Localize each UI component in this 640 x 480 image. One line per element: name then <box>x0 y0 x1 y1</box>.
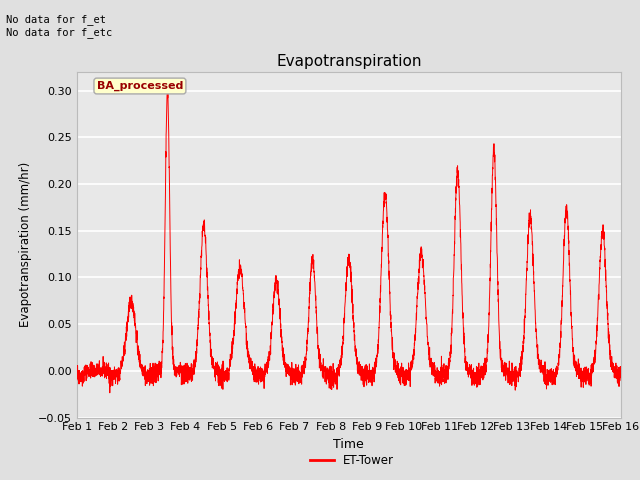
Bar <box>77 137 621 324</box>
Title: Evapotranspiration: Evapotranspiration <box>276 54 422 70</box>
Legend: ET-Tower: ET-Tower <box>305 449 399 472</box>
Y-axis label: Evapotranspiration (mm/hr): Evapotranspiration (mm/hr) <box>19 162 33 327</box>
Text: BA_processed: BA_processed <box>97 81 183 91</box>
X-axis label: Time: Time <box>333 438 364 451</box>
Text: No data for f_et
No data for f_etc: No data for f_et No data for f_etc <box>6 14 113 38</box>
